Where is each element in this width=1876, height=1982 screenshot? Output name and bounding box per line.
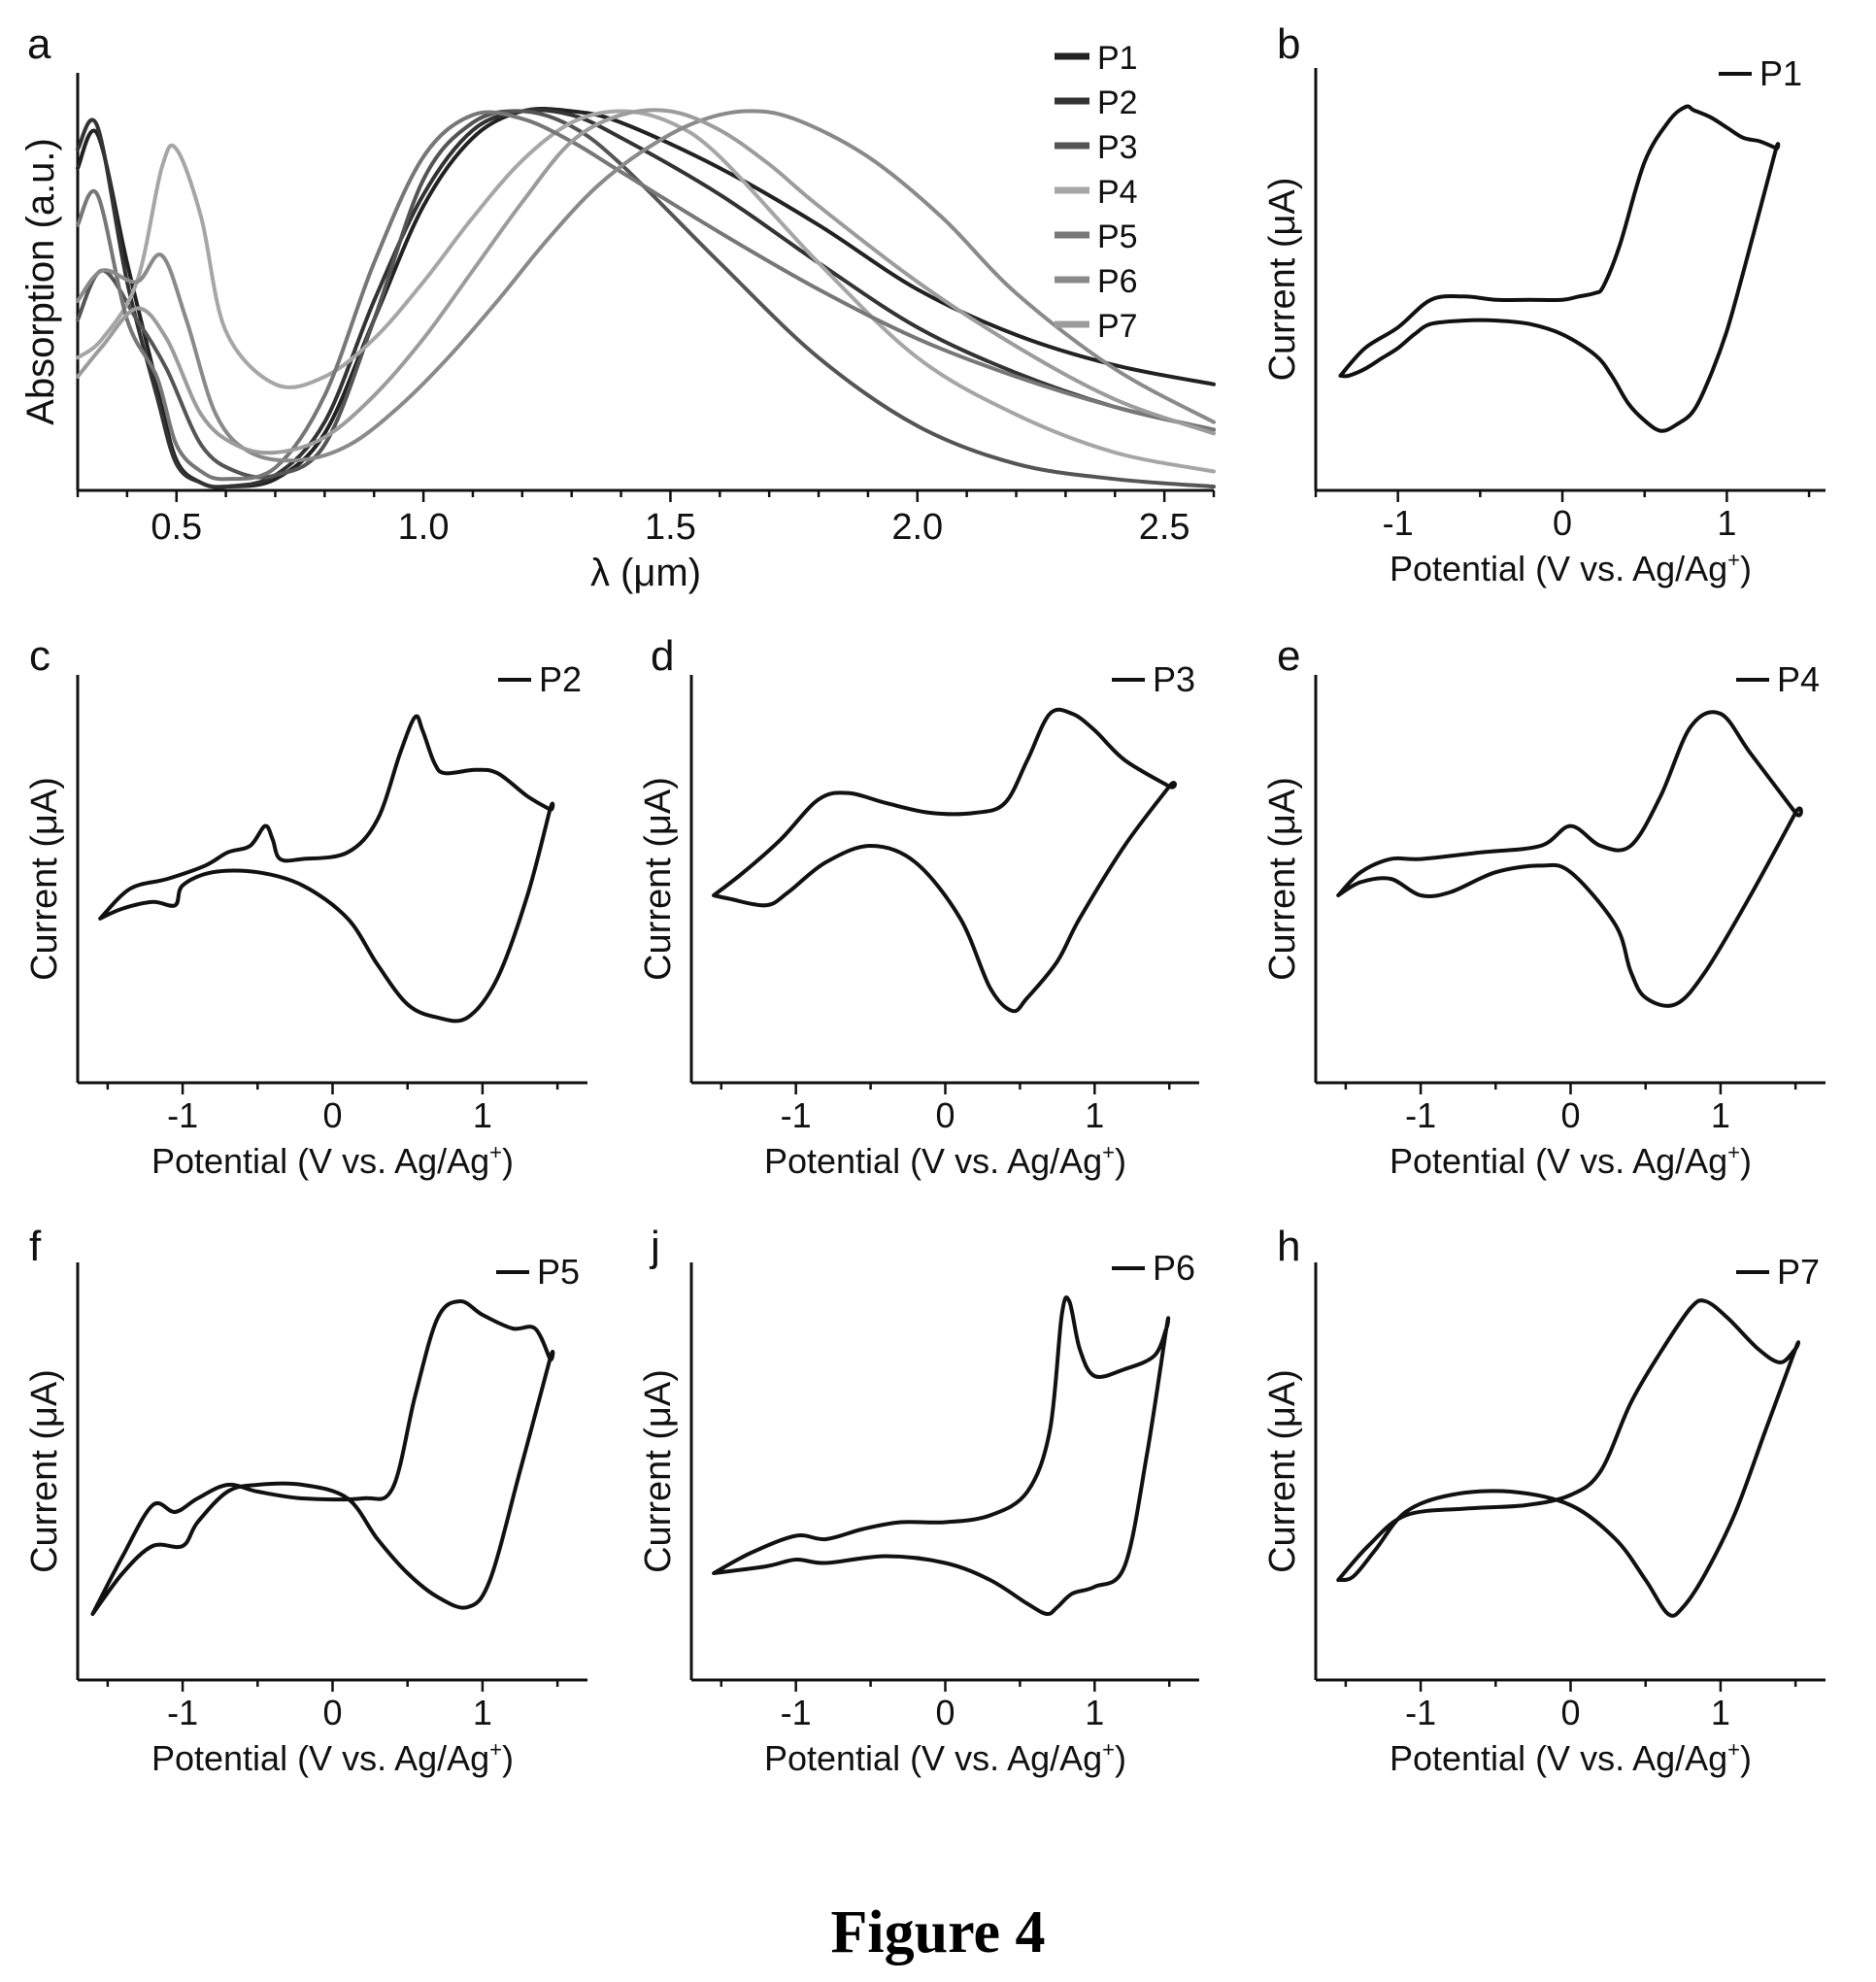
x-tick-label: -1: [1405, 1095, 1436, 1135]
cv-curve-P3: [712, 707, 1177, 1014]
panel-c: -1 0 1 Potential (V vs. Ag/Ag+) Current (μA)…: [24, 632, 587, 1181]
x-tick-label: 0: [322, 1095, 342, 1135]
x-tick-label: 2.0: [891, 507, 943, 548]
x-tick-label: 0: [935, 1095, 955, 1135]
panel-label: d: [651, 632, 674, 680]
x-tick-label: 0: [322, 1693, 342, 1732]
series-line-P3: [76, 109, 1216, 489]
x-axis-label: Potential (V vs. Ag/Ag+): [1390, 1737, 1752, 1778]
y-axis-label: Current (μA): [24, 777, 65, 981]
x-axis-label: Potential (V vs. Ag/Ag+): [1390, 1140, 1752, 1181]
cv-curve-P6: [712, 1295, 1171, 1617]
y-axis-label: Current (μA): [24, 1369, 65, 1573]
cv-curve-P5: [90, 1299, 555, 1616]
y-axis-label: Current (μA): [638, 777, 679, 981]
x-axis-label: Potential (V vs. Ag/Ag+): [764, 1140, 1126, 1181]
x-tick-label: -1: [167, 1095, 198, 1135]
x-tick-label: -1: [1405, 1693, 1436, 1732]
panel-h: -1 0 1 Potential (V vs. Ag/Ag+) Current (μA)…: [1262, 1223, 1826, 1778]
panel-label: j: [649, 1223, 660, 1270]
legend-label: P3: [1153, 659, 1195, 699]
series-line-P6: [76, 109, 1216, 463]
y-axis-label: Current (μA): [1262, 777, 1303, 981]
panel-b: -1 0 1 Potential (V vs. Ag/Ag+) Current (μA)…: [1262, 20, 1826, 588]
x-tick-label: 1: [1717, 503, 1736, 543]
cv-curve-P4: [1336, 710, 1803, 1008]
x-tick-label: 1: [473, 1095, 492, 1135]
legend-label: P5: [537, 1252, 580, 1292]
panel-label: e: [1277, 632, 1300, 680]
cv-curve-P1: [1338, 104, 1781, 433]
x-axis-label: λ (μm): [590, 552, 701, 594]
series-line-P1: [76, 107, 1216, 489]
panel-d: -1 0 1 Potential (V vs. Ag/Ag+) Current (μA)…: [638, 632, 1199, 1181]
x-tick-label: 0: [1553, 503, 1572, 543]
x-tick-label: -1: [781, 1693, 812, 1732]
panel-e: -1 0 1 Potential (V vs. Ag/Ag+) Current (μA)…: [1262, 632, 1826, 1181]
x-axis-label: Potential (V vs. Ag/Ag+): [151, 1140, 514, 1181]
x-tick-label: -1: [1383, 503, 1414, 543]
legend-label: P6: [1097, 263, 1138, 300]
cv-curve-P7: [1336, 1298, 1801, 1618]
x-tick-label: 1.0: [398, 507, 450, 548]
x-tick-label: 2.5: [1139, 507, 1190, 548]
x-tick-label: -1: [167, 1693, 198, 1732]
panel-label: h: [1277, 1223, 1300, 1270]
x-axis-label: Potential (V vs. Ag/Ag+): [1390, 548, 1752, 588]
panel-label: b: [1277, 20, 1300, 68]
panel-a: 0.5 1.0 1.5 2.0 2.5 λ (μm) Absorption (a.u.) a P…: [19, 20, 1216, 594]
y-axis-label: Absorption (a.u.): [19, 138, 62, 425]
legend-label: P6: [1153, 1248, 1195, 1288]
legend-label: P4: [1777, 659, 1820, 699]
panel-label: c: [29, 632, 50, 680]
x-axis-label: Potential (V vs. Ag/Ag+): [764, 1737, 1126, 1778]
y-axis-label: Current (μA): [1262, 1369, 1303, 1573]
y-axis-label: Current (μA): [638, 1369, 679, 1573]
x-tick-label: 1: [473, 1693, 492, 1732]
legend-label: P7: [1097, 308, 1138, 345]
x-tick-label: 1.5: [645, 507, 696, 548]
panel-label: a: [27, 20, 51, 68]
series-line-P2: [76, 108, 1216, 489]
x-tick-label: 1: [1711, 1095, 1730, 1135]
legend-label: P5: [1097, 218, 1138, 255]
series-line-P5: [76, 110, 1216, 482]
x-tick-label: 0: [935, 1693, 955, 1732]
x-tick-label: 0: [1560, 1693, 1580, 1732]
x-tick-label: 1: [1711, 1693, 1730, 1732]
legend-label: P2: [539, 659, 582, 699]
x-tick-label: 0: [1560, 1095, 1580, 1135]
figure-caption: Figure 4: [831, 1899, 1046, 1965]
panel-j: -1 0 1 Potential (V vs. Ag/Ag+) Current (μA)…: [638, 1223, 1199, 1778]
x-axis-label: Potential (V vs. Ag/Ag+): [151, 1737, 514, 1778]
cv-curve-P2: [98, 714, 555, 1024]
x-tick-label: 0.5: [151, 507, 202, 548]
series-line-P4: [76, 109, 1216, 474]
legend-label: P4: [1097, 174, 1138, 211]
legend-label: P3: [1097, 129, 1138, 166]
legend-label: P1: [1759, 53, 1802, 93]
x-tick-label: -1: [781, 1095, 812, 1135]
legend-label: P1: [1097, 40, 1138, 77]
legend-label: P2: [1097, 84, 1138, 121]
x-tick-label: 1: [1085, 1095, 1104, 1135]
series-line-P7: [76, 108, 1216, 455]
panel-label: f: [29, 1223, 42, 1270]
legend-label: P7: [1777, 1252, 1820, 1292]
y-axis-label: Current (μA): [1262, 178, 1303, 382]
panel-f: -1 0 1 Potential (V vs. Ag/Ag+) Current (μA)…: [24, 1223, 587, 1778]
x-tick-label: 1: [1085, 1693, 1104, 1732]
